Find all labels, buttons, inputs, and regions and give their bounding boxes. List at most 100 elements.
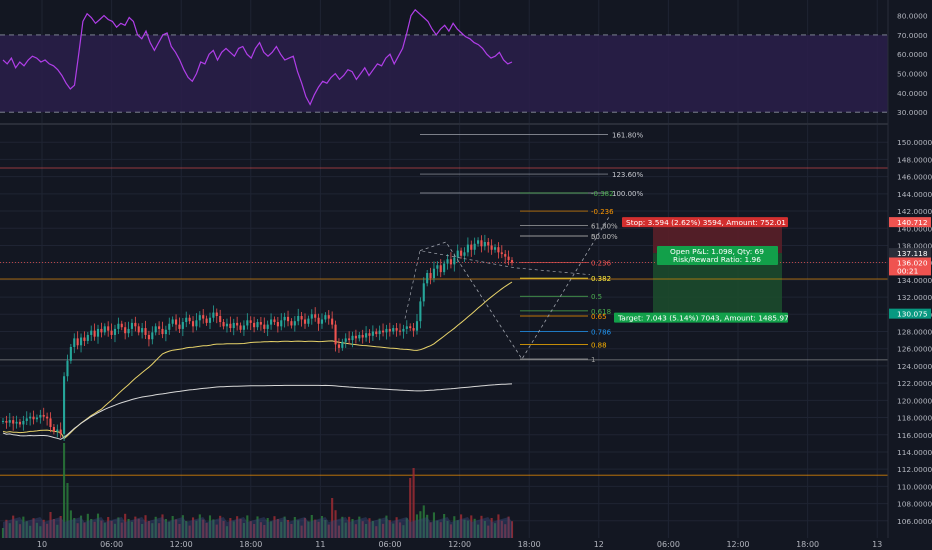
candle-body [96, 328, 100, 337]
candle-body [303, 319, 307, 324]
candle-body [59, 429, 62, 434]
candle-body [25, 418, 28, 421]
candle-body [422, 283, 425, 302]
candle-body [266, 324, 269, 329]
candle-body [381, 330, 385, 333]
candle-body [225, 323, 229, 327]
volume-bar [266, 518, 269, 538]
time-tick-label: 12:00 [170, 540, 193, 549]
candle-body [480, 240, 483, 247]
candle-body [8, 420, 11, 423]
candle-body [52, 427, 55, 432]
volume-bar [212, 519, 215, 538]
price-tick-label: 132.0000 [897, 293, 932, 302]
candle-body [35, 417, 38, 420]
candle-body [161, 328, 164, 335]
price-tag-label: 137.118 [897, 249, 928, 258]
fibonacci-tool[interactable]: 161.80% 123.60% 100.00%-0.382 -0.236 61.80% 5… [404, 131, 643, 364]
candle-body [32, 416, 35, 420]
candle-body [198, 315, 201, 321]
volume-bar [337, 525, 340, 538]
time-tick-label: 12:00 [448, 540, 471, 549]
candle-body [432, 268, 436, 279]
candle-body [188, 317, 191, 322]
candle-body [83, 337, 86, 341]
candle-body [239, 325, 242, 330]
time-tick-label: 11 [315, 540, 325, 549]
rsi-tick-label: 40.0000 [897, 89, 928, 98]
candle-body [100, 328, 103, 333]
fib-level-label: -0.236 [591, 208, 614, 216]
candle-body [358, 334, 361, 339]
candle-body [429, 272, 432, 279]
candle-body [307, 318, 310, 324]
candle-body [449, 259, 452, 265]
candle-body [436, 265, 439, 269]
volume-bar [191, 517, 195, 538]
volume-bar [334, 510, 337, 538]
candle-body [470, 244, 473, 250]
volume-bar [395, 517, 398, 538]
volume-bar [236, 516, 239, 538]
volume-bar [46, 523, 49, 538]
slow-moving-average [2, 383, 513, 440]
rsi-tick-label: 60.0000 [897, 50, 928, 59]
position-tool[interactable]: Stop: 3.594 (2.62%) 3594, Amount: 752.01… [614, 217, 789, 323]
candle-body [426, 272, 429, 284]
volume-bar [130, 521, 134, 538]
candle-body [49, 418, 52, 428]
candle-body [286, 316, 290, 322]
volume-bar [341, 516, 344, 538]
volume-bar [79, 515, 83, 538]
candle-body [79, 337, 83, 346]
volume-bar [154, 516, 157, 538]
volume-bar [161, 514, 164, 538]
candle-body [375, 331, 378, 335]
candle-body [178, 324, 181, 329]
volume-bar [310, 515, 313, 538]
time-tick-label: 10 [37, 540, 47, 549]
time-tick-label: 12:00 [726, 540, 749, 549]
volume-bar [246, 515, 249, 538]
volume-bar [351, 519, 354, 538]
pnl-label-box [657, 246, 778, 266]
time-axis[interactable]: 10 06:00 12:00 18:00 11 06:00 12:00 18:00 12 06:0… [37, 540, 882, 549]
time-tick-label: 13 [872, 540, 882, 549]
volume-bar [52, 519, 55, 538]
candle-body [39, 414, 42, 418]
volume-bar [164, 519, 167, 538]
candle-body [497, 247, 500, 253]
volume-bar [466, 520, 469, 538]
candle-body [222, 322, 225, 327]
volume-bar [242, 523, 245, 538]
volume-bar [253, 524, 256, 538]
target-label: Target: 7.043 (5.14%) 7043, Amount: 1485… [617, 314, 789, 323]
volume-bar [398, 522, 402, 538]
volume-bar [147, 521, 150, 538]
candle-body [510, 260, 514, 263]
fib-level-label: 0.88 [591, 341, 607, 349]
volume-bar [188, 525, 191, 538]
volume-bar [493, 523, 497, 538]
candle-body [5, 420, 8, 423]
fib-level-label: 0.618 [591, 308, 611, 316]
candle-body [320, 319, 324, 324]
candle-body [236, 322, 239, 326]
target-label-box [614, 312, 788, 323]
price-tick-label: 114.0000 [897, 448, 932, 457]
fib-level-label: 1 [591, 356, 595, 364]
candle-body [63, 376, 66, 434]
candle-body [273, 319, 276, 323]
candle-body [327, 315, 330, 319]
volume-bar [103, 522, 106, 538]
volume-bar [283, 516, 286, 538]
volume-bar [195, 520, 198, 538]
volume-bar [348, 516, 351, 538]
volume-bar [320, 516, 324, 538]
volume-bar [480, 515, 483, 538]
price-axis[interactable]: 150.0000 148.0000 146.0000 144.0000 142.0000… [887, 0, 932, 550]
candle-body [56, 429, 59, 432]
price-tick-label: 142.0000 [897, 207, 932, 216]
candle-body [76, 338, 79, 346]
